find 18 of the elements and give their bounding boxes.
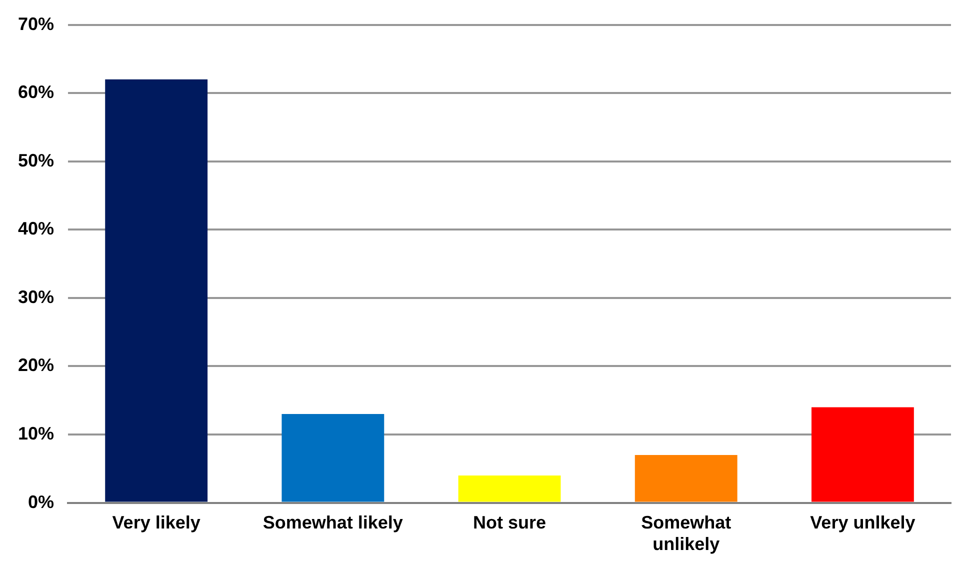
bar: [634, 455, 738, 502]
bar: [811, 407, 914, 502]
y-tick-label: 40%: [18, 218, 54, 239]
y-tick-label: 10%: [18, 423, 54, 444]
x-tick-label: Somewhat likely: [262, 512, 403, 533]
x-tick-label: Not sure: [473, 512, 546, 533]
bar: [105, 79, 208, 502]
x-tick-label: Very likely: [112, 512, 200, 533]
bar: [458, 475, 561, 502]
y-tick-label: 20%: [18, 355, 54, 376]
y-tick-label: 60%: [18, 82, 54, 102]
y-tick-label: 0%: [28, 492, 54, 512]
y-tick-label: 30%: [18, 286, 54, 307]
x-tick-label: Very unlkely: [810, 512, 916, 533]
y-tick-label: 50%: [18, 150, 54, 170]
y-tick-label: 70%: [18, 14, 54, 34]
x-tick-label: Somewhat unlikely: [641, 512, 732, 554]
bar: [282, 414, 384, 502]
